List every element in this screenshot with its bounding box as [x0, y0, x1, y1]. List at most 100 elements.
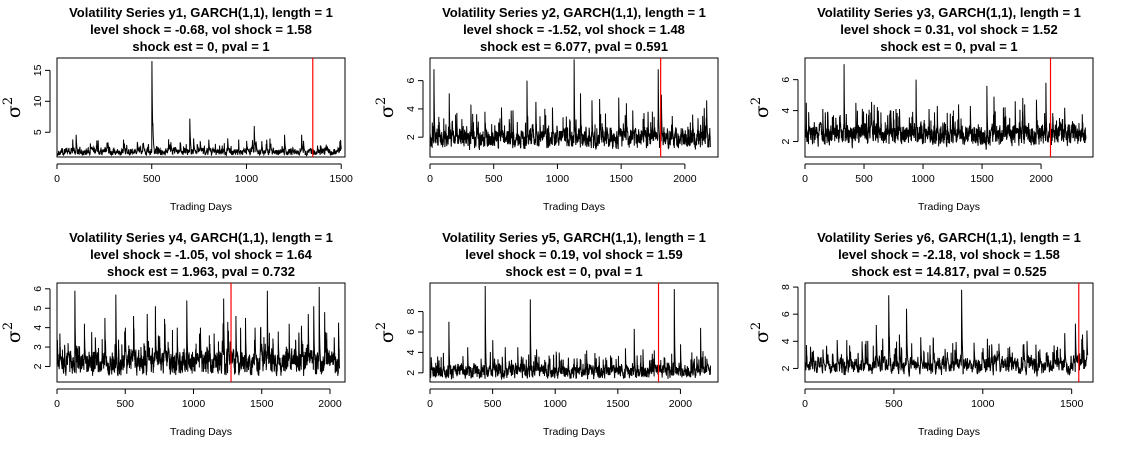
y-tick-label: 6: [780, 311, 792, 317]
x-tick-label: 2000: [673, 173, 697, 185]
x-tick-label: 1500: [1060, 398, 1084, 410]
y-tick-label: 6: [780, 77, 792, 83]
chart-title-line: level shock = 0.19, vol shock = 1.59: [465, 247, 683, 262]
chart-panel-2: Volatility Series y2, GARCH(1,1), length…: [374, 5, 719, 213]
y-tick-label: 4: [32, 325, 44, 331]
x-axis-label: Trading Days: [918, 426, 980, 438]
y-axis-label-superscript: 2: [1, 97, 16, 105]
chart-title-line: shock est = 1.963, pval = 0.732: [107, 264, 295, 279]
x-tick-label: 1500: [970, 173, 994, 185]
x-tick-label: 1000: [182, 398, 206, 410]
x-axis-label: Trading Days: [170, 426, 232, 438]
plot-frame: [429, 282, 719, 383]
y-axis-label: σ2: [749, 97, 773, 118]
x-tick-label: 1500: [250, 398, 274, 410]
y-tick-label: 2: [780, 138, 792, 144]
chart-panel-6: Volatility Series y6, GARCH(1,1), length…: [749, 230, 1094, 438]
x-tick-label: 1000: [971, 398, 995, 410]
x-tick-label: 500: [885, 398, 903, 410]
plot-frame: [56, 282, 346, 383]
volatility-line: [429, 59, 711, 151]
chart-title-line: Volatility Series y3, GARCH(1,1), length…: [817, 5, 1081, 20]
volatility-line: [804, 289, 1089, 377]
y-tick-label: 4: [405, 349, 417, 355]
x-tick-label: 1500: [606, 398, 630, 410]
volatility-line: [56, 286, 341, 377]
chart-title-line: shock est = 14.817, pval = 0.525: [851, 264, 1046, 279]
x-axis-label: Trading Days: [170, 201, 232, 213]
chart-panel-3: Volatility Series y3, GARCH(1,1), length…: [749, 5, 1094, 213]
chart-title-line: shock est = 0, pval = 1: [505, 264, 642, 279]
chart-title-line: Volatility Series y1, GARCH(1,1), length…: [69, 5, 333, 20]
chart-title-line: Volatility Series y6, GARCH(1,1), length…: [817, 230, 1081, 245]
x-tick-label: 1000: [911, 173, 935, 185]
y-axis-label: σ2: [1, 97, 25, 118]
chart-title-line: shock est = 6.077, pval = 0.591: [480, 39, 668, 54]
y-tick-label: 4: [780, 108, 792, 114]
x-tick-label: 500: [143, 173, 161, 185]
y-axis-label-superscript: 2: [374, 322, 389, 330]
x-tick-label: 2000: [318, 398, 342, 410]
y-tick-label: 2: [32, 363, 44, 369]
volatility-line: [56, 61, 342, 157]
x-axis-label: Trading Days: [918, 201, 980, 213]
chart-title-line: Volatility Series y4, GARCH(1,1), length…: [69, 230, 333, 245]
x-tick-label: 1000: [546, 173, 570, 185]
plot-frame: [804, 57, 1094, 158]
volatility-line: [804, 64, 1087, 150]
x-tick-label: 0: [427, 173, 433, 185]
x-tick-label: 2000: [1029, 173, 1053, 185]
plot-frame: [429, 57, 719, 158]
x-tick-label: 500: [855, 173, 873, 185]
y-axis-label-superscript: 2: [749, 97, 764, 105]
y-axis-label: σ2: [374, 97, 398, 118]
x-tick-label: 0: [802, 173, 808, 185]
y-tick-label: 2: [780, 365, 792, 371]
x-tick-label: 1500: [330, 173, 354, 185]
chart-title-line: shock est = 0, pval = 1: [880, 39, 1017, 54]
chart-title-line: Volatility Series y2, GARCH(1,1), length…: [442, 5, 706, 20]
chart-title-line: level shock = -2.18, vol shock = 1.58: [838, 247, 1060, 262]
chart-title-line: shock est = 0, pval = 1: [132, 39, 269, 54]
x-tick-label: 0: [427, 398, 433, 410]
chart-panel-5: Volatility Series y5, GARCH(1,1), length…: [374, 230, 719, 438]
chart-title-line: level shock = -1.52, vol shock = 1.48: [463, 22, 685, 37]
x-tick-label: 0: [54, 173, 60, 185]
x-tick-label: 2000: [669, 398, 693, 410]
volatility-line: [429, 286, 711, 381]
x-tick-label: 0: [802, 398, 808, 410]
y-tick-label: 4: [780, 338, 792, 344]
y-tick-label: 6: [405, 78, 417, 84]
plot-frame: [56, 57, 346, 158]
y-axis-label-superscript: 2: [1, 322, 16, 330]
y-axis-label-superscript: 2: [374, 97, 389, 105]
x-tick-label: 1500: [609, 173, 633, 185]
y-tick-label: 6: [405, 329, 417, 335]
y-tick-label: 6: [32, 286, 44, 292]
chart-title-line: Volatility Series y5, GARCH(1,1), length…: [442, 230, 706, 245]
chart-title-line: level shock = -1.05, vol shock = 1.64: [90, 247, 313, 262]
y-tick-label: 10: [32, 95, 44, 107]
y-tick-label: 8: [780, 284, 792, 290]
y-tick-label: 4: [405, 106, 417, 112]
y-tick-label: 8: [405, 308, 417, 314]
chart-panel-4: Volatility Series y4, GARCH(1,1), length…: [1, 230, 346, 438]
y-tick-label: 5: [32, 129, 44, 135]
y-axis-label: σ2: [374, 322, 398, 343]
x-axis-label: Trading Days: [543, 426, 605, 438]
y-tick-label: 2: [405, 134, 417, 140]
y-tick-label: 2: [405, 370, 417, 376]
plot-frame: [804, 282, 1094, 383]
y-axis-label: σ2: [749, 322, 773, 343]
x-tick-label: 0: [54, 398, 60, 410]
x-axis-label: Trading Days: [543, 201, 605, 213]
x-tick-label: 1000: [235, 173, 259, 185]
x-tick-label: 1000: [544, 398, 568, 410]
x-tick-label: 500: [485, 173, 503, 185]
y-tick-label: 5: [32, 305, 44, 311]
chart-title-line: level shock = 0.31, vol shock = 1.52: [840, 22, 1058, 37]
y-tick-label: 15: [32, 64, 44, 76]
x-tick-label: 500: [484, 398, 502, 410]
